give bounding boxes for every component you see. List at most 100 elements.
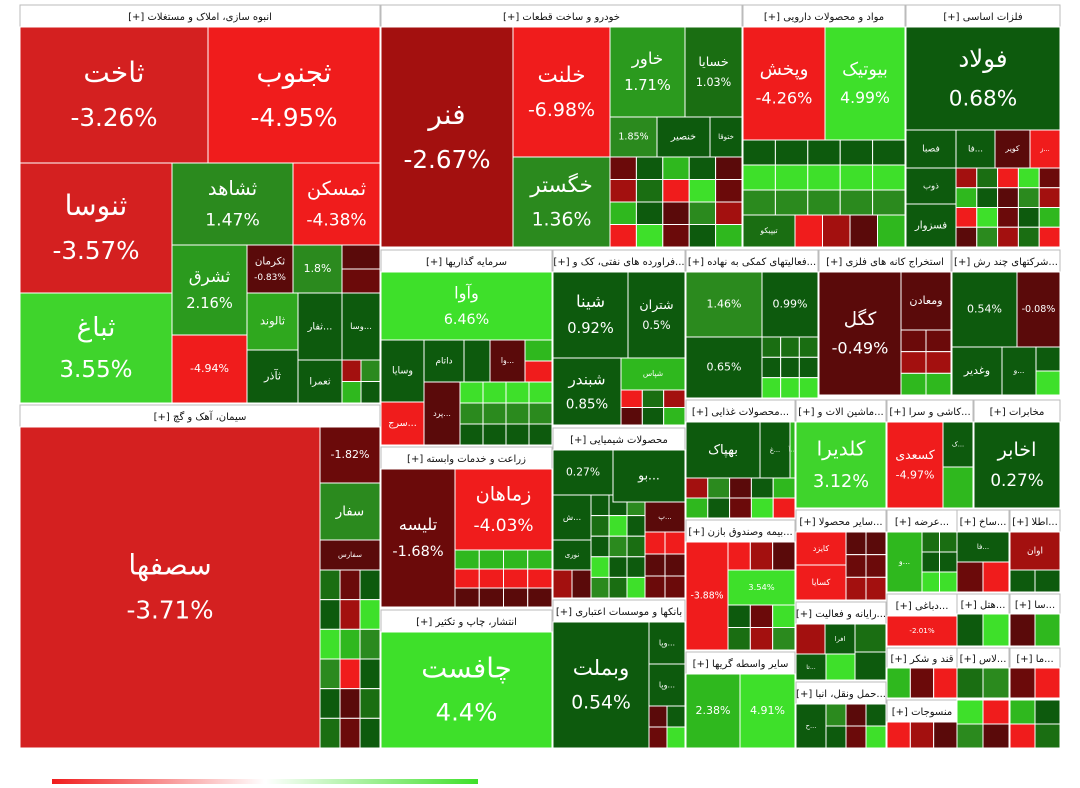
sector-title[interactable]: ...عرضه [+] bbox=[895, 517, 949, 528]
stock-tile[interactable] bbox=[612, 449, 686, 503]
stock-tile[interactable] bbox=[19, 26, 209, 164]
stock-tile[interactable] bbox=[824, 623, 856, 655]
stock-tile[interactable] bbox=[685, 541, 729, 651]
stock-tile[interactable] bbox=[685, 421, 761, 479]
stock-tile[interactable] bbox=[512, 26, 611, 158]
stock-tile[interactable] bbox=[246, 244, 294, 294]
stock-tile[interactable] bbox=[380, 401, 425, 446]
sector-title[interactable]: ...هتل [+] bbox=[961, 600, 1006, 611]
sector-title[interactable]: سرمایه گذاریها [+] bbox=[426, 256, 507, 268]
stock-tile[interactable] bbox=[552, 621, 650, 749]
sector-title[interactable]: ...ماشین الات و [+] bbox=[798, 407, 883, 418]
stock-tile[interactable] bbox=[886, 531, 923, 593]
stock-tile[interactable] bbox=[739, 673, 796, 749]
stock-tile[interactable] bbox=[742, 26, 826, 141]
stock-tile[interactable] bbox=[552, 449, 614, 496]
stock-tile[interactable] bbox=[423, 339, 465, 383]
stock-tile[interactable] bbox=[795, 703, 827, 749]
stock-tile[interactable] bbox=[685, 673, 741, 749]
sector-title[interactable]: ...ما [+] bbox=[1016, 654, 1053, 665]
stock-tile[interactable] bbox=[380, 468, 456, 608]
stock-tile[interactable] bbox=[552, 539, 592, 571]
stock-tile[interactable] bbox=[951, 271, 1018, 348]
sector-title[interactable]: ...رایانه و فعالیت [+] bbox=[796, 609, 886, 620]
stock-tile[interactable] bbox=[341, 292, 381, 361]
stock-tile[interactable] bbox=[171, 162, 294, 246]
stock-tile[interactable] bbox=[644, 501, 686, 533]
sector-title[interactable]: ...دباغی [+] bbox=[896, 601, 949, 612]
stock-tile[interactable] bbox=[795, 421, 887, 509]
stock-tile[interactable] bbox=[552, 357, 622, 426]
stock-tile[interactable] bbox=[886, 615, 958, 647]
stock-tile[interactable] bbox=[795, 564, 847, 601]
sector-title[interactable]: زراعت و خدمات وابسته [+] bbox=[407, 454, 526, 465]
sector-title[interactable]: ...فراورده های نفتی، کک و [+] bbox=[553, 257, 684, 268]
stock-tile[interactable] bbox=[1029, 129, 1061, 169]
sector-title[interactable]: ...بیمه وصندوق بازن [+] bbox=[688, 527, 792, 538]
stock-tile[interactable] bbox=[727, 569, 796, 606]
stock-tile[interactable] bbox=[905, 203, 957, 248]
stock-tile[interactable] bbox=[171, 334, 248, 404]
stock-tile[interactable] bbox=[818, 271, 902, 396]
stock-tile[interactable] bbox=[207, 26, 381, 164]
stock-tile[interactable] bbox=[246, 349, 299, 404]
stock-tile[interactable] bbox=[171, 244, 248, 336]
stock-tile[interactable] bbox=[742, 214, 796, 248]
stock-tile[interactable] bbox=[973, 421, 1061, 509]
stock-tile[interactable] bbox=[684, 26, 743, 118]
stock-tile[interactable] bbox=[454, 468, 553, 551]
sector-title[interactable]: منسوجات [+] bbox=[892, 707, 952, 718]
stock-tile[interactable] bbox=[423, 381, 461, 446]
stock-tile[interactable] bbox=[759, 421, 791, 479]
sector-title[interactable]: مخابرات [+] bbox=[990, 407, 1045, 418]
stock-tile[interactable] bbox=[956, 531, 1010, 563]
stock-tile[interactable] bbox=[709, 116, 743, 158]
stock-tile[interactable] bbox=[19, 292, 173, 404]
stock-tile[interactable] bbox=[489, 339, 526, 383]
sector-title[interactable]: انبوه سازی، املاک و مستغلات [+] bbox=[128, 12, 272, 23]
stock-tile[interactable] bbox=[824, 26, 906, 141]
sector-title[interactable]: ...شرکتهای چند رش [+] bbox=[954, 257, 1058, 268]
stock-tile[interactable] bbox=[609, 116, 658, 158]
stock-tile[interactable] bbox=[1009, 531, 1061, 571]
sector-title[interactable]: استخراج کانه های فلزی [+] bbox=[826, 257, 944, 268]
stock-tile[interactable] bbox=[1001, 346, 1037, 396]
sector-title[interactable]: خودرو و ساخت قطعات [+] bbox=[503, 12, 620, 23]
stock-tile[interactable] bbox=[789, 421, 796, 479]
stock-tile[interactable] bbox=[620, 357, 686, 391]
stock-tile[interactable] bbox=[761, 271, 819, 338]
sector-title[interactable]: ...لاس [+] bbox=[960, 654, 1007, 665]
stock-tile[interactable] bbox=[292, 162, 381, 246]
stock-tile[interactable] bbox=[955, 129, 996, 169]
stock-tile[interactable] bbox=[319, 426, 381, 484]
sector-title[interactable]: ...سایر محصولا [+] bbox=[799, 517, 882, 528]
stock-tile[interactable] bbox=[685, 271, 763, 338]
stock-tile[interactable] bbox=[648, 663, 686, 707]
stock-tile[interactable] bbox=[942, 421, 974, 468]
stock-tile[interactable] bbox=[512, 156, 611, 248]
sector-title[interactable]: ...ساخ [+] bbox=[960, 517, 1007, 528]
stock-tile[interactable] bbox=[627, 271, 686, 359]
sector-title[interactable]: سیمان، آهک و گچ [+] bbox=[154, 410, 247, 423]
stock-tile[interactable] bbox=[609, 26, 686, 118]
stock-tile[interactable] bbox=[380, 271, 553, 341]
stock-tile[interactable] bbox=[886, 421, 944, 509]
sector-title[interactable]: سایر واسطه گریها [+] bbox=[693, 658, 789, 670]
sector-title[interactable]: انتشار، چاپ و تکثیر [+] bbox=[416, 617, 517, 628]
sector-title[interactable]: ...فعالیتهای کمکی به نهاده [+] bbox=[688, 257, 816, 268]
stock-tile[interactable] bbox=[905, 26, 1061, 131]
sector-title[interactable]: ...سا [+] bbox=[1015, 600, 1055, 611]
sector-title[interactable]: فلزات اساسی [+] bbox=[943, 12, 1022, 23]
sector-title[interactable]: ...کاشی و سرا [+] bbox=[889, 407, 970, 418]
stock-tile[interactable] bbox=[900, 271, 952, 331]
stock-tile[interactable] bbox=[246, 292, 299, 351]
stock-tile[interactable] bbox=[380, 631, 553, 749]
sector-title[interactable]: ...حمل ونقل، انبا [+] bbox=[796, 689, 886, 700]
stock-tile[interactable] bbox=[552, 271, 629, 359]
stock-tile[interactable] bbox=[319, 539, 381, 571]
sector-title[interactable]: قند و شکر [+] bbox=[890, 654, 953, 665]
stock-tile[interactable] bbox=[795, 531, 847, 566]
stock-tile[interactable] bbox=[1016, 271, 1061, 348]
sector-title[interactable]: ...اطلا [+] bbox=[1012, 517, 1058, 528]
stock-tile[interactable] bbox=[19, 162, 173, 294]
